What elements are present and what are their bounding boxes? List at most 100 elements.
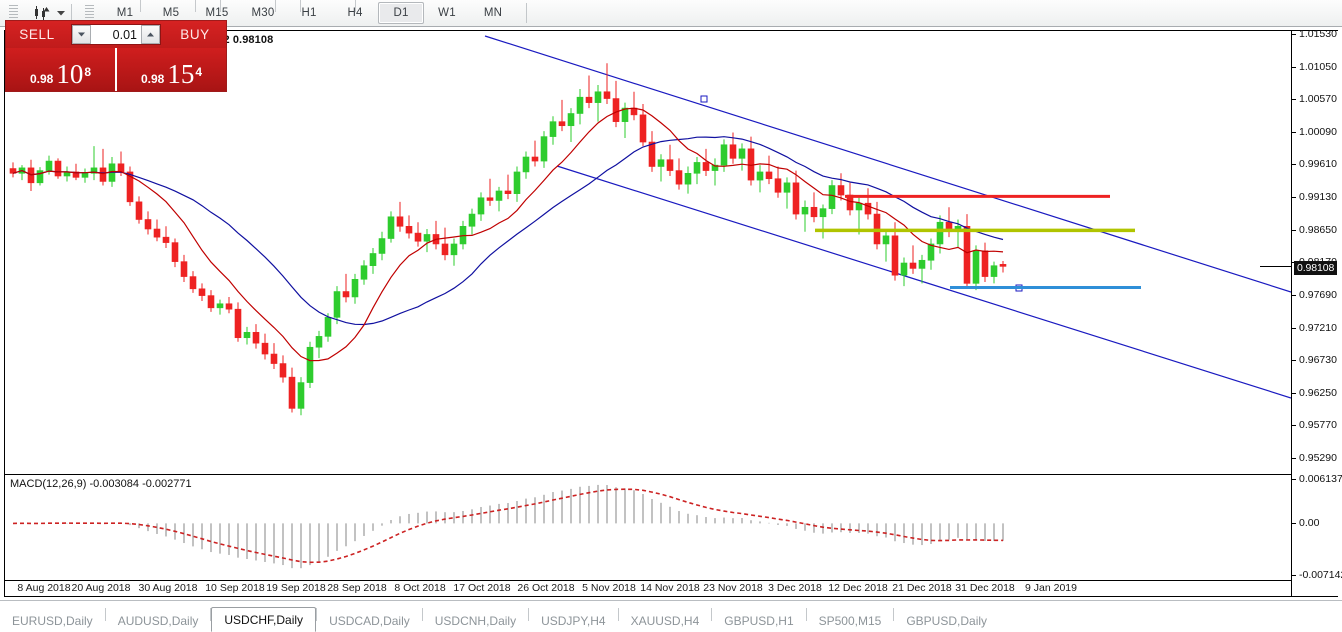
chevron-down-icon[interactable]	[54, 2, 67, 24]
price-tick	[1292, 197, 1296, 199]
candlestick-icon[interactable]	[28, 2, 54, 24]
tab-separator	[421, 608, 423, 621]
price-tick-label: 0.97690	[1299, 288, 1337, 301]
date-tick-label: 10 Sep 2018	[205, 582, 265, 594]
sell-price-prefix: 0.98	[29, 72, 54, 86]
price-tick-label: 0.99130	[1299, 191, 1337, 204]
macd-chart-canvas	[12, 484, 1004, 569]
price-tick-label: 0.97210	[1299, 321, 1337, 334]
price-axis[interactable]: 1.01530 1.01050 1.00570 1.00090 0.99610 0.991…	[1292, 28, 1342, 596]
toolbar-grip-timeframes[interactable]	[85, 4, 94, 22]
date-axis-line	[5, 580, 1291, 581]
buy-price-display[interactable]: 0.98 15 4	[115, 48, 226, 91]
buy-price-point: 4	[195, 65, 203, 79]
date-tick-label: 3 Dec 2018	[768, 582, 822, 594]
toolbar-separator	[71, 4, 72, 22]
date-tick-label: 30 Aug 2018	[138, 582, 198, 594]
price-tick	[1292, 34, 1296, 35]
toolbar-grip-left[interactable]	[9, 4, 18, 22]
buy-button[interactable]: BUY	[180, 27, 210, 42]
one-click-trading-prices: 0.98 10 8 0.98 15 4	[6, 48, 226, 91]
date-tick-label: 19 Sep 2018	[266, 582, 326, 594]
timeframe-w1[interactable]: W1	[438, 7, 456, 19]
one-click-trading-panel[interactable]: SELL 0.01 BUY 0.98 10 8	[5, 20, 227, 92]
tab-separator	[104, 608, 106, 621]
price-tick	[1292, 131, 1296, 133]
price-tick	[1292, 164, 1296, 166]
macd-tick-label: -0.007142	[1299, 569, 1342, 581]
timeframe-m5[interactable]: M5	[162, 7, 180, 19]
macd-pane[interactable]: MACD(12,26,9) -0.003084 -0.002771	[5, 475, 1291, 580]
chart-tab-gbpusd-daily[interactable]: GBPUSD,Daily	[906, 614, 988, 628]
chart-tab-usdcnh-daily[interactable]: USDCNH,Daily	[434, 614, 517, 628]
chart-tab-audusd-daily[interactable]: AUDUSD,Daily	[117, 614, 199, 628]
price-tick-label: 0.99610	[1299, 158, 1337, 171]
price-tick-label: 0.95290	[1299, 452, 1337, 464]
chart-tab-usdchf-daily[interactable]: USDCHF,Daily	[211, 607, 317, 632]
toolbar-docking-stubs	[140, 0, 356, 12]
tab-separator	[805, 608, 807, 621]
date-tick-label: 31 Dec 2018	[955, 582, 1015, 594]
pane-divider	[5, 474, 1291, 475]
chart-tab-usdcad-daily[interactable]: USDCAD,Daily	[329, 614, 410, 628]
timeframe-mn[interactable]: MN	[483, 7, 503, 19]
triangle-up-icon[interactable]	[141, 25, 160, 44]
price-tick	[1292, 294, 1296, 296]
date-tick-label: 8 Oct 2018	[394, 582, 446, 594]
tab-separator	[711, 608, 713, 621]
price-tick	[1292, 229, 1296, 231]
volume-input[interactable]: 0.01	[112, 27, 137, 42]
price-tick	[1292, 360, 1296, 362]
chart-tab-bar[interactable]: EURUSD,Daily AUDUSD,Daily USDCHF,Daily USDC…	[0, 600, 1342, 632]
date-tick-label: 20 Aug 2018	[71, 582, 131, 594]
timeframe-m30[interactable]: M30	[251, 7, 275, 19]
price-tick	[1292, 99, 1296, 101]
price-tick-label: 1.01530	[1299, 28, 1337, 40]
price-tick-label: 1.00570	[1299, 93, 1337, 106]
timeframe-m1[interactable]: M1	[116, 7, 134, 19]
macd-tick	[1292, 479, 1296, 480]
chart-tab-eurusd-daily[interactable]: EURUSD,Daily	[12, 614, 93, 628]
timeframe-h1[interactable]: H1	[301, 7, 317, 19]
date-axis[interactable]: 8 Aug 2018 20 Aug 2018 30 Aug 2018 10 Sep 2…	[5, 581, 1291, 596]
sell-price-main: 10	[56, 59, 84, 89]
timeframe-h4[interactable]: H4	[347, 7, 363, 19]
date-tick-label: 8 Aug 2018	[17, 582, 71, 594]
chart-window[interactable]: USDCHF,Daily 0.98140 0.98191 0.98022 0.9…	[4, 28, 1342, 597]
date-tick-label: 5 Nov 2018	[582, 582, 636, 594]
chart-tab-gbpusd-h1[interactable]: GBPUSD,H1	[724, 614, 794, 628]
buy-price-prefix: 0.98	[140, 72, 165, 86]
date-tick-label: 21 Dec 2018	[892, 582, 952, 594]
price-axis-divider	[1291, 31, 1292, 596]
sell-price-point: 8	[84, 65, 92, 79]
timeframe-d1[interactable]: D1	[378, 2, 424, 24]
price-pane[interactable]	[5, 31, 1291, 474]
buy-price-main: 15	[167, 59, 195, 89]
tab-separator	[210, 608, 212, 621]
chart-tab-sp500-m15[interactable]: SP500,M15	[818, 614, 882, 628]
sell-button[interactable]: SELL	[19, 27, 55, 42]
tab-separator	[617, 608, 619, 621]
date-tick-label: 23 Nov 2018	[703, 582, 763, 594]
tab-separator	[316, 608, 318, 621]
price-tick-label: 0.95770	[1299, 419, 1337, 432]
timeframe-m15[interactable]: M15	[205, 7, 229, 19]
date-tick-label: 26 Oct 2018	[517, 582, 575, 594]
date-tick-label: 12 Dec 2018	[828, 582, 888, 594]
date-tick-label: 9 Jan 2019	[1025, 582, 1077, 594]
chart-tab-usdjpy-h4[interactable]: USDJPY,H4	[541, 614, 606, 628]
price-tick-label: 0.98650	[1299, 223, 1337, 236]
price-tick	[1292, 327, 1296, 329]
price-tick	[1292, 425, 1296, 427]
volume-stepper[interactable]: 0.01	[71, 24, 161, 45]
chart-tab-xauusd-h4[interactable]: XAUUSD,H4	[630, 614, 700, 628]
macd-indicator-label: MACD(12,26,9) -0.003084 -0.002771	[10, 478, 192, 490]
triangle-down-icon[interactable]	[72, 25, 91, 44]
one-click-trading-controls: SELL 0.01 BUY	[6, 21, 226, 48]
tab-separator	[893, 608, 895, 621]
sell-price-display[interactable]: 0.98 10 8	[6, 48, 115, 91]
macd-tick	[1292, 575, 1296, 576]
date-tick-label: 17 Oct 2018	[453, 582, 511, 594]
price-tick-label: 0.96250	[1299, 386, 1337, 399]
